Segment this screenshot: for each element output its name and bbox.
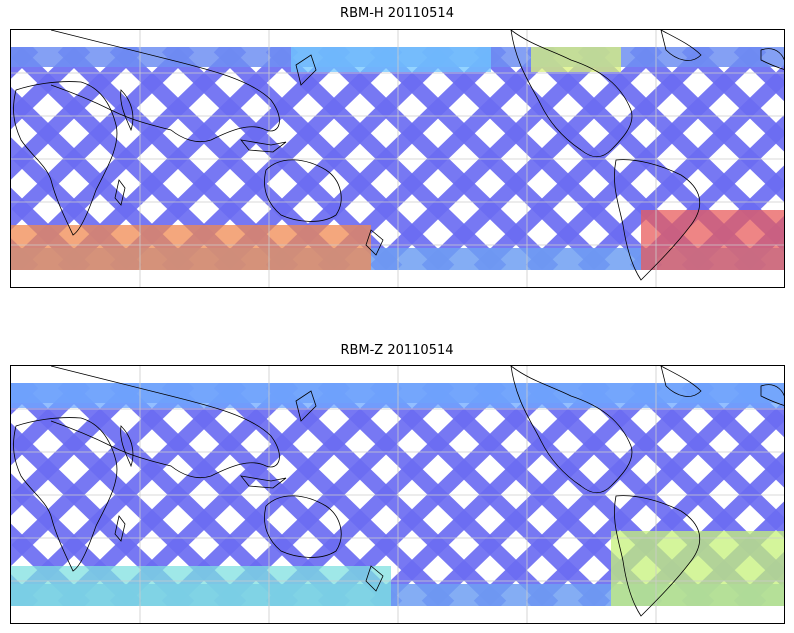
region-north-band-warm	[531, 47, 621, 72]
coastline-africa	[13, 417, 118, 572]
descending-swath	[733, 383, 784, 438]
coastlines	[13, 366, 784, 617]
coastline-northamerica	[510, 366, 633, 494]
coastline-europe	[760, 48, 784, 70]
map-panel-top	[10, 29, 785, 288]
coastline-australia	[264, 495, 342, 558]
swath-group	[11, 383, 784, 606]
coastline-newzealand	[365, 565, 384, 592]
coastline-indonesia	[240, 475, 287, 489]
coastline-india	[120, 425, 134, 468]
descending-swath	[681, 47, 784, 152]
map-title-bottom: RBM-Z 20110514	[340, 343, 454, 358]
coastline-newzealand	[365, 229, 384, 256]
coastline-australia	[264, 159, 342, 222]
coastline-japan	[295, 390, 317, 422]
coastline-greenland	[660, 30, 702, 61]
coastline-india	[120, 89, 134, 132]
coastline-northamerica	[510, 30, 633, 158]
region-south-band	[11, 566, 391, 606]
coastlines	[13, 30, 784, 281]
descending-swath	[629, 47, 784, 202]
coastline-southamerica	[614, 495, 700, 617]
coastline-africa	[13, 81, 118, 236]
swath-group	[11, 47, 784, 270]
graticule	[11, 30, 784, 287]
map-title-top: RBM-H 20110514	[340, 6, 454, 21]
coastline-japan	[295, 54, 317, 86]
map-panel-bottom	[10, 365, 785, 624]
region-south-band	[11, 225, 371, 270]
descending-swath	[629, 383, 784, 538]
coastline-asia	[50, 366, 280, 479]
coastline-asia	[50, 30, 280, 143]
coastline-indonesia	[240, 139, 287, 153]
swath-map-bottom	[11, 366, 784, 623]
region-south-atlantic-band	[611, 531, 784, 606]
region-south-atlantic-hotspot	[641, 210, 784, 270]
coastline-madagascar	[114, 515, 126, 542]
coastline-greenland	[660, 366, 702, 397]
graticule	[11, 366, 784, 623]
descending-swath	[681, 383, 784, 488]
swath-map-top	[11, 30, 784, 287]
descending-swath	[733, 47, 784, 102]
coastline-madagascar	[114, 179, 126, 206]
coastline-southamerica	[614, 159, 700, 281]
coastline-europe	[760, 384, 784, 406]
region-north-pacific-band	[291, 47, 491, 72]
